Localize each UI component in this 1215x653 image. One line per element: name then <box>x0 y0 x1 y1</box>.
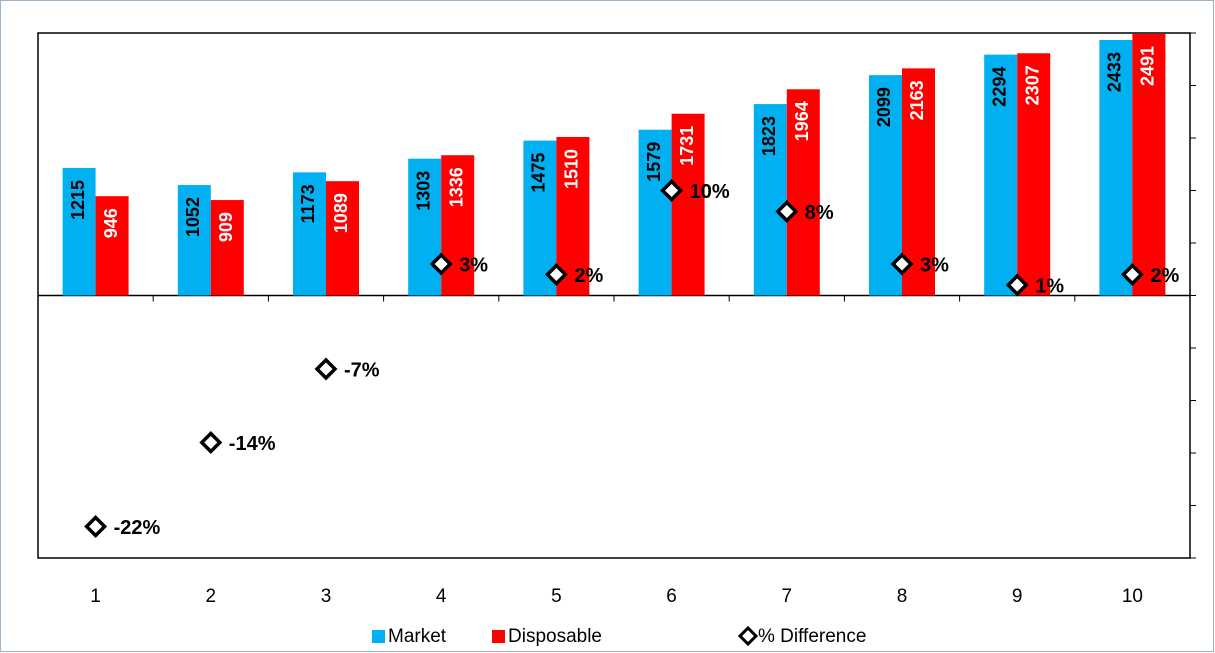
value-label: 946 <box>101 208 121 238</box>
bar <box>786 89 820 296</box>
marker <box>84 515 108 538</box>
value-label: 3% <box>920 254 949 276</box>
bar <box>441 155 475 296</box>
marker <box>890 252 914 276</box>
value-label: 2163 <box>907 80 927 120</box>
bar <box>210 200 244 296</box>
bar <box>1099 40 1133 296</box>
bar <box>671 113 705 296</box>
x-tick-label: 2 <box>206 586 217 607</box>
x-tick-label: 7 <box>782 586 793 607</box>
bar <box>984 54 1018 296</box>
marker <box>199 431 223 454</box>
value-label: 1303 <box>413 171 433 211</box>
legend-label: % Difference <box>758 626 866 647</box>
value-label: 1089 <box>331 193 351 233</box>
legend-label: Disposable <box>508 626 602 647</box>
x-tick-label: 6 <box>666 586 677 607</box>
x-tick-label: 5 <box>551 586 562 607</box>
value-label: 1579 <box>644 142 664 182</box>
value-label: 1731 <box>677 126 697 166</box>
x-tick-label: 4 <box>436 586 447 607</box>
value-label: -22% <box>114 517 161 539</box>
value-label: 2433 <box>1105 52 1125 92</box>
value-label: 1173 <box>298 184 318 223</box>
bar <box>177 185 211 296</box>
marker <box>544 263 568 286</box>
marker <box>660 179 684 202</box>
value-label: 8% <box>805 202 834 224</box>
legend-marker <box>737 625 759 647</box>
marker <box>1120 263 1144 286</box>
value-label: 2491 <box>1138 46 1158 86</box>
legend-label: Market <box>388 626 447 647</box>
value-label: 2% <box>1150 265 1179 287</box>
value-label: 1215 <box>68 180 88 220</box>
value-label: 1336 <box>446 167 466 207</box>
value-label: 10% <box>690 181 730 203</box>
bar <box>902 68 935 296</box>
marker <box>314 357 338 381</box>
marker <box>775 200 799 223</box>
bar <box>753 104 787 296</box>
marker <box>1005 273 1029 297</box>
value-label: 1823 <box>759 116 779 156</box>
value-label: 2307 <box>1022 65 1042 105</box>
value-label: 2099 <box>874 87 894 127</box>
bar <box>62 167 96 296</box>
bar <box>326 181 359 296</box>
value-label: 1% <box>1035 275 1064 297</box>
legend-swatch <box>372 630 385 643</box>
x-tick-label: 3 <box>321 586 332 607</box>
x-tick-label: 8 <box>897 586 908 607</box>
x-tick-label: 10 <box>1122 586 1143 607</box>
value-label: 1510 <box>562 149 582 189</box>
x-tick-label: 1 <box>90 586 101 607</box>
legend-swatch <box>492 630 505 643</box>
value-label: 1052 <box>183 197 203 237</box>
x-tick-label: 9 <box>1012 586 1023 607</box>
value-label: -7% <box>344 359 380 381</box>
bar <box>638 129 672 296</box>
value-label: 2% <box>574 265 603 287</box>
value-label: 3% <box>459 254 488 276</box>
value-label: 2294 <box>989 67 1009 107</box>
value-label: -14% <box>229 433 276 455</box>
value-label: 909 <box>216 212 236 242</box>
bar <box>408 158 442 296</box>
marker <box>429 252 453 276</box>
bar <box>293 172 326 296</box>
bar <box>1017 53 1051 296</box>
bar <box>95 196 129 296</box>
bar <box>1132 33 1166 296</box>
value-label: 1475 <box>529 153 549 193</box>
value-label: 1964 <box>792 101 812 141</box>
